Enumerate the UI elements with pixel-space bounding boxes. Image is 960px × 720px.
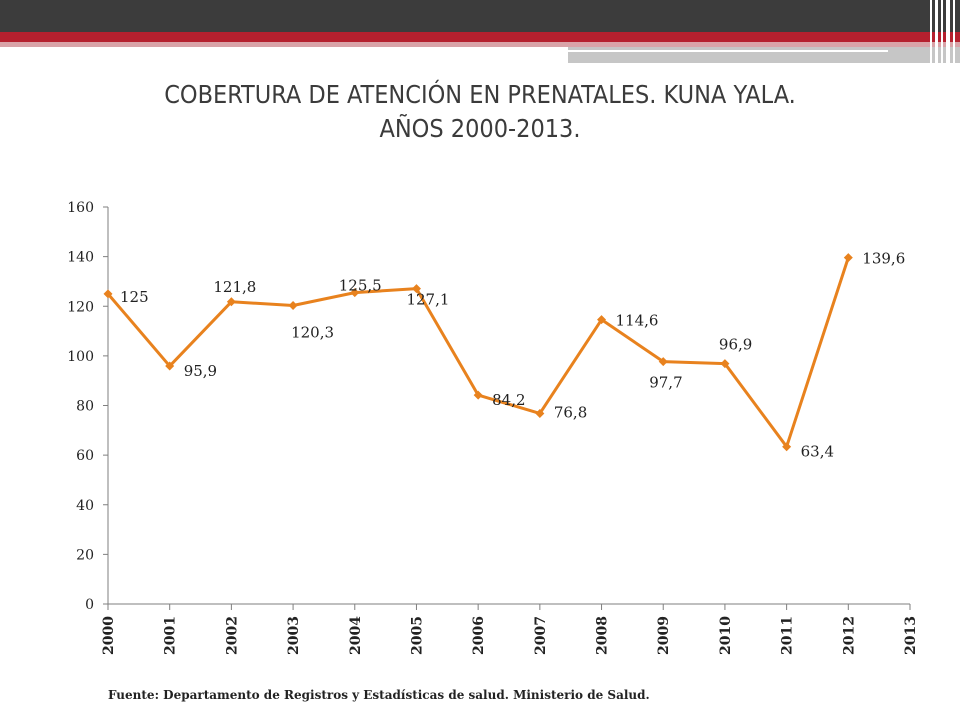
x-tick-label: 2011 (780, 616, 796, 655)
data-label: 63,4 (801, 443, 834, 461)
data-label: 114,6 (616, 312, 659, 330)
x-tick-label: 2009 (656, 616, 672, 655)
chart-title-line2: AÑOS 2000-2013. (379, 114, 581, 143)
data-label: 96,9 (719, 336, 752, 354)
data-point-marker (288, 301, 298, 311)
x-tick-label: 2012 (841, 616, 857, 655)
data-point-marker (535, 408, 545, 418)
data-point-marker (782, 442, 792, 452)
x-tick-label: 2003 (286, 616, 302, 655)
red-band (0, 32, 960, 42)
y-tick-label: 0 (85, 597, 94, 613)
data-point-marker (103, 289, 113, 299)
x-tick-label: 2010 (718, 616, 734, 655)
data-label: 121,8 (213, 278, 256, 296)
x-tick-label: 2013 (903, 616, 919, 655)
x-tick-label: 2006 (471, 616, 487, 655)
y-tick-label: 80 (76, 399, 94, 415)
x-tick-label: 2004 (348, 616, 364, 655)
chart-title: COBERTURA DE ATENCIÓN EN PRENATALES. KUN… (60, 78, 900, 146)
data-point-marker (658, 357, 668, 367)
data-point-marker (597, 315, 607, 325)
y-tick-label: 60 (76, 448, 94, 464)
data-label: 127,1 (406, 291, 449, 309)
y-tick-label: 100 (67, 349, 94, 365)
x-tick-label: 2005 (409, 616, 425, 655)
data-label: 97,7 (649, 374, 682, 392)
data-label: 125,5 (339, 277, 382, 295)
x-tick-label: 2007 (533, 616, 549, 655)
data-point-marker (411, 284, 421, 294)
data-point-marker (720, 359, 730, 369)
data-point-marker (843, 253, 853, 263)
data-label: 125 (120, 288, 149, 306)
x-tick-label: 2000 (101, 616, 117, 655)
pink-line (0, 42, 960, 47)
x-tick-label: 2002 (224, 616, 240, 655)
x-tick-label: 2001 (163, 616, 179, 655)
y-tick-label: 20 (76, 547, 94, 563)
y-tick-label: 140 (67, 250, 94, 266)
corner-stripes (928, 0, 960, 64)
data-point-marker (350, 288, 360, 298)
chart-data-labels: 125 95,9 121,8 120,3 125,5 127,1 84,2 76,8 114,6… (120, 250, 905, 461)
top-dark-bar (0, 0, 960, 32)
data-label: 139,6 (862, 250, 905, 268)
y-tick-label: 120 (67, 299, 94, 315)
chart-axes: 0 20 40 60 80 100 120 140 160 2000 2001 2002 2003 200… (67, 200, 919, 655)
source-note: Fuente: Departamento de Registros y Esta… (108, 688, 650, 702)
white-accent-line (568, 50, 888, 52)
data-label: 84,2 (492, 391, 525, 409)
data-point-marker (473, 390, 483, 400)
data-label: 76,8 (554, 403, 587, 421)
y-tick-label: 40 (76, 498, 94, 514)
x-tick-label: 2008 (595, 616, 611, 655)
data-label: 120,3 (291, 324, 334, 342)
chart-series (103, 253, 853, 452)
data-point-marker (226, 297, 236, 307)
y-tick-label: 160 (67, 200, 94, 216)
data-point-marker (165, 361, 175, 371)
chart-title-line1: COBERTURA DE ATENCIÓN EN PRENATALES. KUN… (164, 80, 796, 109)
data-label: 95,9 (184, 362, 217, 380)
